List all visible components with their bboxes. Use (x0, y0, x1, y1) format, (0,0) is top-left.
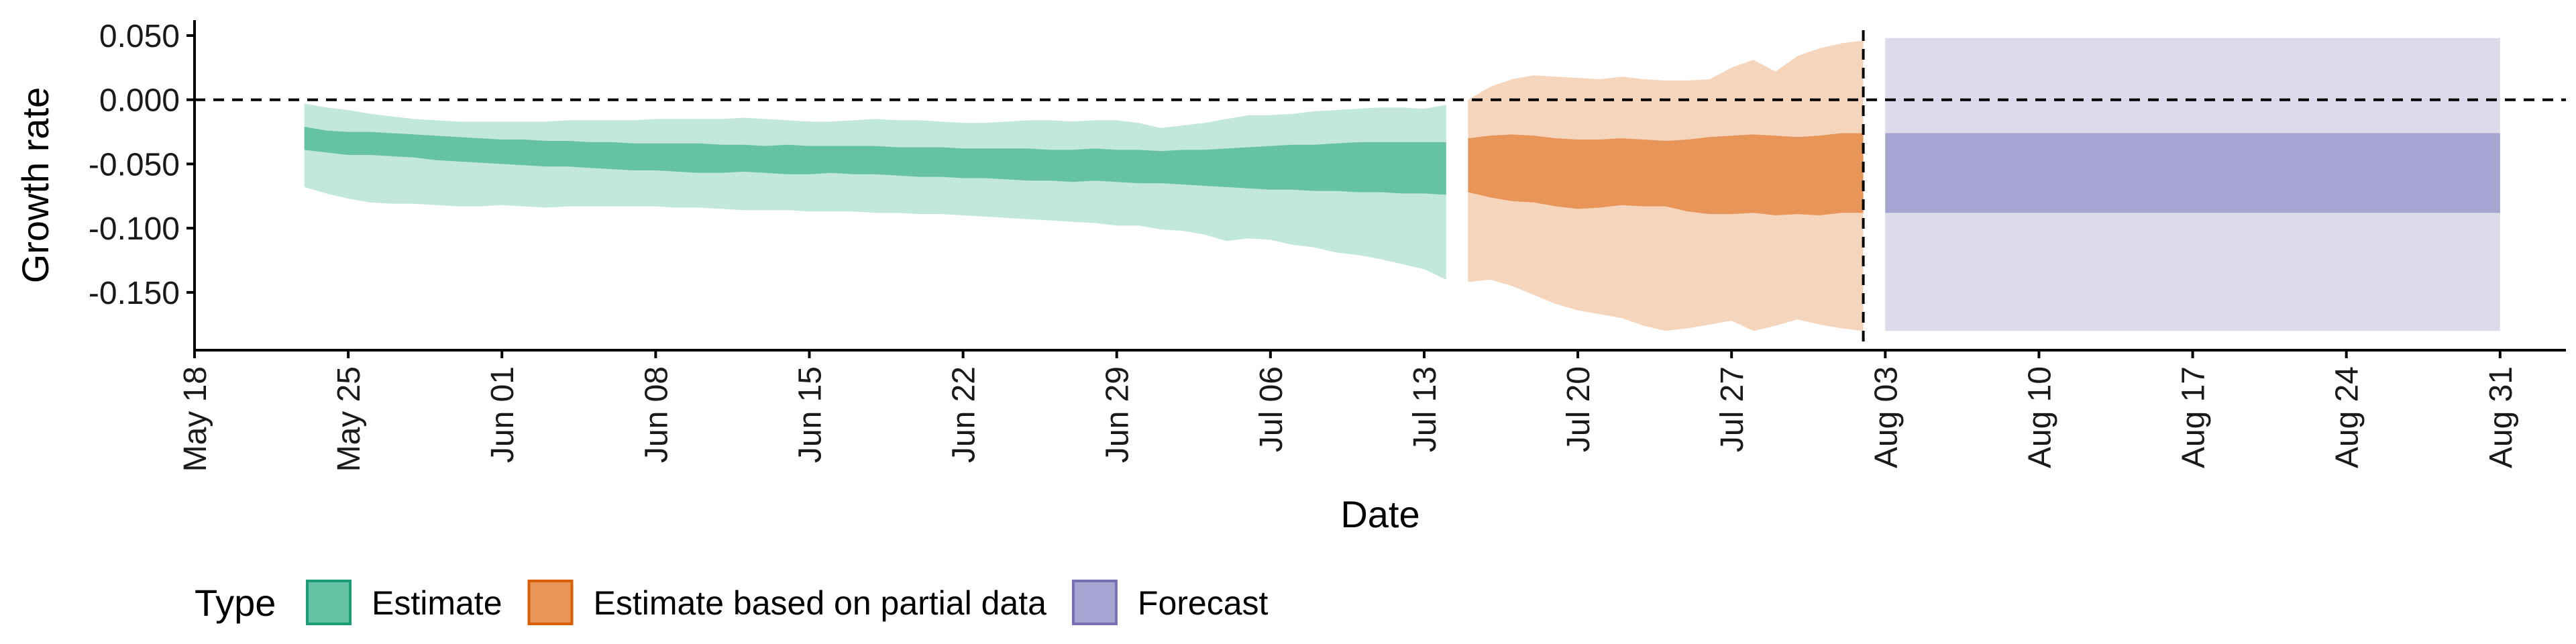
legend-label-forecast: Forecast (1138, 584, 1269, 622)
x-tick-label: Aug 17 (2176, 366, 2212, 468)
y-axis-title: Growth rate (14, 87, 56, 284)
x-tick-label: Aug 03 (1868, 366, 1904, 468)
estimate-outer-band (304, 103, 1446, 280)
x-tick-label: Jul 13 (1407, 366, 1443, 452)
legend-swatch-estimate (306, 580, 352, 625)
axes (193, 20, 2566, 352)
y-tick-label: 0.000 (99, 83, 180, 119)
x-tick-label: Aug 31 (2483, 366, 2519, 468)
y-tick-label: 0.050 (99, 19, 180, 54)
legend-title: Type (195, 582, 276, 624)
x-tick-label: Jun 08 (639, 366, 674, 463)
x-tick-label: Jul 20 (1561, 366, 1597, 452)
y-tick-label: -0.050 (89, 147, 180, 182)
x-axis-ticks: May 18 May 25 Jun 01 Jun 08 Jun 15 Jun 22 Jun … (178, 350, 2519, 472)
band-layer (304, 38, 2500, 331)
x-tick-label: Aug 10 (2022, 366, 2057, 468)
legend-swatch-forecast (1071, 580, 1118, 625)
legend-label-estimate-based-on-partial-data: Estimate based on partial data (594, 584, 1047, 622)
x-tick-label: Jun 29 (1100, 366, 1136, 463)
estimate-inner-band (304, 126, 1446, 195)
x-tick-label: May 25 (331, 366, 367, 472)
x-tick-label: Jun 22 (947, 366, 982, 463)
x-tick-label: Jul 06 (1254, 366, 1289, 452)
estimate-based-on-partial-data-inner-band (1468, 133, 1864, 215)
x-tick-label: Jun 01 (485, 366, 521, 463)
reference-lines (195, 30, 2566, 350)
y-tick-label: -0.100 (89, 211, 180, 247)
x-tick-label: Jun 15 (792, 366, 828, 463)
x-axis-title: Date (1340, 493, 1419, 535)
x-tick-label: Aug 24 (2330, 366, 2365, 468)
forecast-inner-band (1885, 133, 2500, 213)
x-tick-label: May 18 (178, 366, 213, 472)
x-tick-label: Jul 27 (1715, 366, 1750, 452)
y-tick-label: -0.150 (89, 276, 180, 311)
y-axis-ticks: 0.050 0.000 -0.050 -0.100 -0.150 (89, 19, 195, 311)
legend-swatch-estimate-based-on-partial-data (527, 580, 574, 625)
legend: Type Estimate Estimate based on partial d… (195, 580, 1269, 625)
legend-label-estimate: Estimate (372, 584, 502, 622)
